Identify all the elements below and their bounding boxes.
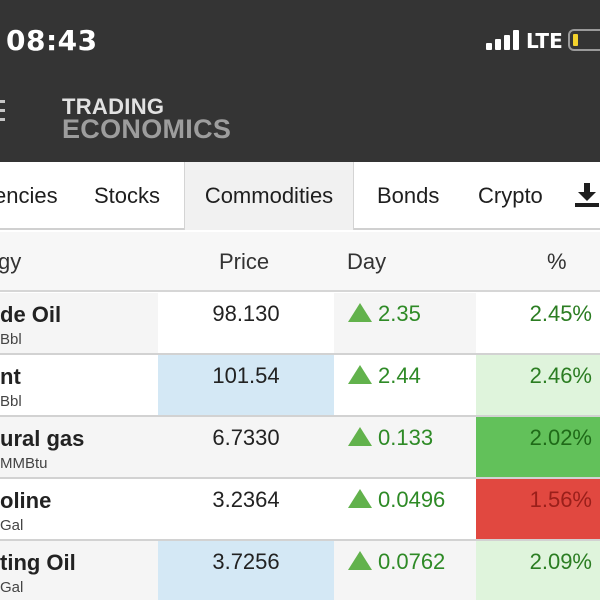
- logo-line1: TRADING: [62, 94, 165, 119]
- up-arrow-icon: [348, 489, 372, 508]
- commodity-unit: Bbl: [0, 393, 22, 410]
- day-change-cell: 0.0762: [334, 541, 476, 600]
- up-arrow-icon: [348, 303, 372, 322]
- day-change-value: 2.35: [378, 301, 421, 326]
- download-icon[interactable]: [574, 182, 600, 208]
- tab-currencies[interactable]: encies: [0, 183, 58, 208]
- status-time: 08:43: [6, 24, 98, 57]
- day-change-cell: 2.44: [334, 355, 476, 415]
- commodity-unit: MMBtu: [0, 455, 48, 472]
- tab-stocks[interactable]: Stocks: [94, 183, 161, 208]
- table-header: gy Price Day %: [0, 232, 600, 292]
- column-header-percent[interactable]: %: [547, 249, 567, 274]
- commodity-unit: Bbl: [0, 331, 22, 348]
- percent-change-cell: 2.09%: [476, 541, 600, 600]
- table-row[interactable]: ting Oil Gal 3.7256 0.0762 2.09%: [0, 541, 600, 600]
- column-header-name[interactable]: gy: [0, 249, 22, 274]
- app-header: 08:43 LTE TRADING ECONOMICS: [0, 0, 600, 162]
- signal-strength-icon: [486, 30, 520, 50]
- day-change-value: 2.44: [378, 363, 421, 388]
- day-change-cell: 2.35: [334, 293, 476, 353]
- trading-economics-logo[interactable]: TRADING ECONOMICS: [62, 96, 231, 143]
- commodity-unit: Gal: [0, 579, 24, 596]
- category-tabs: encies Stocks Commodities Bonds Crypto: [0, 162, 600, 230]
- column-header-price[interactable]: Price: [219, 249, 270, 274]
- commodity-name: oline: [0, 488, 52, 513]
- commodity-name: ting Oil: [0, 550, 76, 575]
- column-header-day[interactable]: Day: [347, 249, 387, 274]
- up-arrow-icon: [348, 551, 372, 570]
- table-row[interactable]: de Oil Bbl 98.130 2.35 2.45%: [0, 293, 600, 355]
- commodity-unit: Gal: [0, 517, 24, 534]
- tab-crypto[interactable]: Crypto: [478, 183, 543, 208]
- up-arrow-icon: [348, 365, 372, 384]
- table-row[interactable]: nt Bbl 101.54 2.44 2.46%: [0, 355, 600, 417]
- percent-change-cell: 2.45%: [476, 293, 600, 353]
- percent-change-cell: 1.56%: [476, 479, 600, 539]
- network-type: LTE: [526, 29, 563, 53]
- logo-line2: ECONOMICS: [62, 114, 232, 144]
- tab-commodities[interactable]: Commodities: [184, 162, 354, 230]
- up-arrow-icon: [348, 427, 372, 446]
- hamburger-icon[interactable]: [0, 98, 5, 124]
- battery-icon: [568, 29, 600, 51]
- commodity-name: ural gas: [0, 426, 85, 451]
- price-cell: 6.7330: [158, 417, 334, 477]
- table-row[interactable]: ural gas MMBtu 6.7330 0.133 2.02%: [0, 417, 600, 479]
- day-change-cell: 0.133: [334, 417, 476, 477]
- day-change-value: 0.0762: [378, 549, 446, 574]
- day-change-value: 0.133: [378, 425, 434, 450]
- price-cell: 3.2364: [158, 479, 334, 539]
- day-change-cell: 0.0496: [334, 479, 476, 539]
- commodity-name: nt: [0, 364, 21, 389]
- price-cell: 98.130: [158, 293, 334, 353]
- tab-bonds[interactable]: Bonds: [377, 183, 440, 208]
- percent-change-cell: 2.46%: [476, 355, 600, 415]
- day-change-value: 0.0496: [378, 487, 446, 512]
- table-row[interactable]: oline Gal 3.2364 0.0496 1.56%: [0, 479, 600, 541]
- commodity-name: de Oil: [0, 302, 62, 327]
- price-cell: 101.54: [158, 355, 334, 415]
- price-cell: 3.7256: [158, 541, 334, 600]
- percent-change-cell: 2.02%: [476, 417, 600, 477]
